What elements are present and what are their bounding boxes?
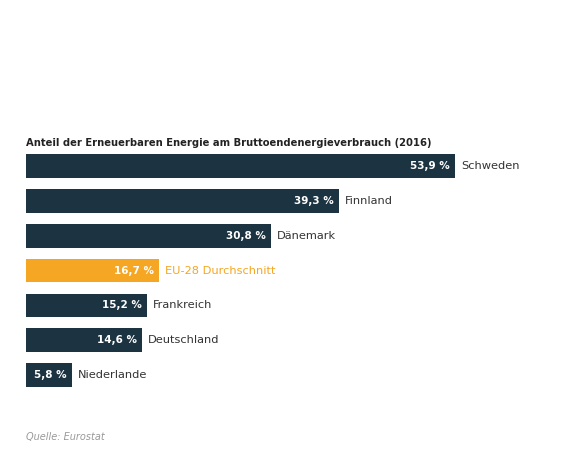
Text: Niederlande: Niederlande [78, 370, 148, 380]
Text: Schweden: Schweden [461, 161, 520, 171]
Bar [26, 294, 146, 317]
Text: Quelle: Eurostat: Quelle: Eurostat [26, 432, 104, 442]
Text: Dänemark: Dänemark [277, 231, 336, 241]
Bar [26, 363, 72, 387]
Text: Finnland: Finnland [345, 196, 393, 206]
Bar [26, 224, 271, 248]
Text: wird beim Ausbau Erneuerbarer Energien abgehängt.: wird beim Ausbau Erneuerbarer Energien a… [26, 78, 457, 93]
Text: 30,8 %: 30,8 % [226, 231, 266, 241]
Text: 39,3 %: 39,3 % [294, 196, 334, 206]
Text: 5,8 %: 5,8 % [34, 370, 67, 380]
Text: 53,9 %: 53,9 % [410, 161, 450, 171]
Text: Anteil der Erneuerbaren Energie am Bruttoendenergieverbrauch (2016): Anteil der Erneuerbaren Energie am Brutt… [26, 138, 431, 147]
Text: Frankreich: Frankreich [153, 300, 213, 310]
Bar [26, 154, 455, 178]
Text: EU-28 Durchschnitt: EU-28 Durchschnitt [165, 266, 275, 276]
Text: 16,7 %: 16,7 % [114, 266, 154, 276]
Text: Ungleicher Fortschritt beim Klimaschutz: Deutschland: Ungleicher Fortschritt beim Klimaschutz:… [26, 28, 459, 43]
Text: 14,6 %: 14,6 % [97, 335, 137, 345]
Text: 15,2 %: 15,2 % [102, 300, 142, 310]
Bar [26, 328, 142, 352]
Bar [26, 259, 158, 282]
Bar [26, 189, 339, 213]
Text: Deutschland: Deutschland [148, 335, 220, 345]
